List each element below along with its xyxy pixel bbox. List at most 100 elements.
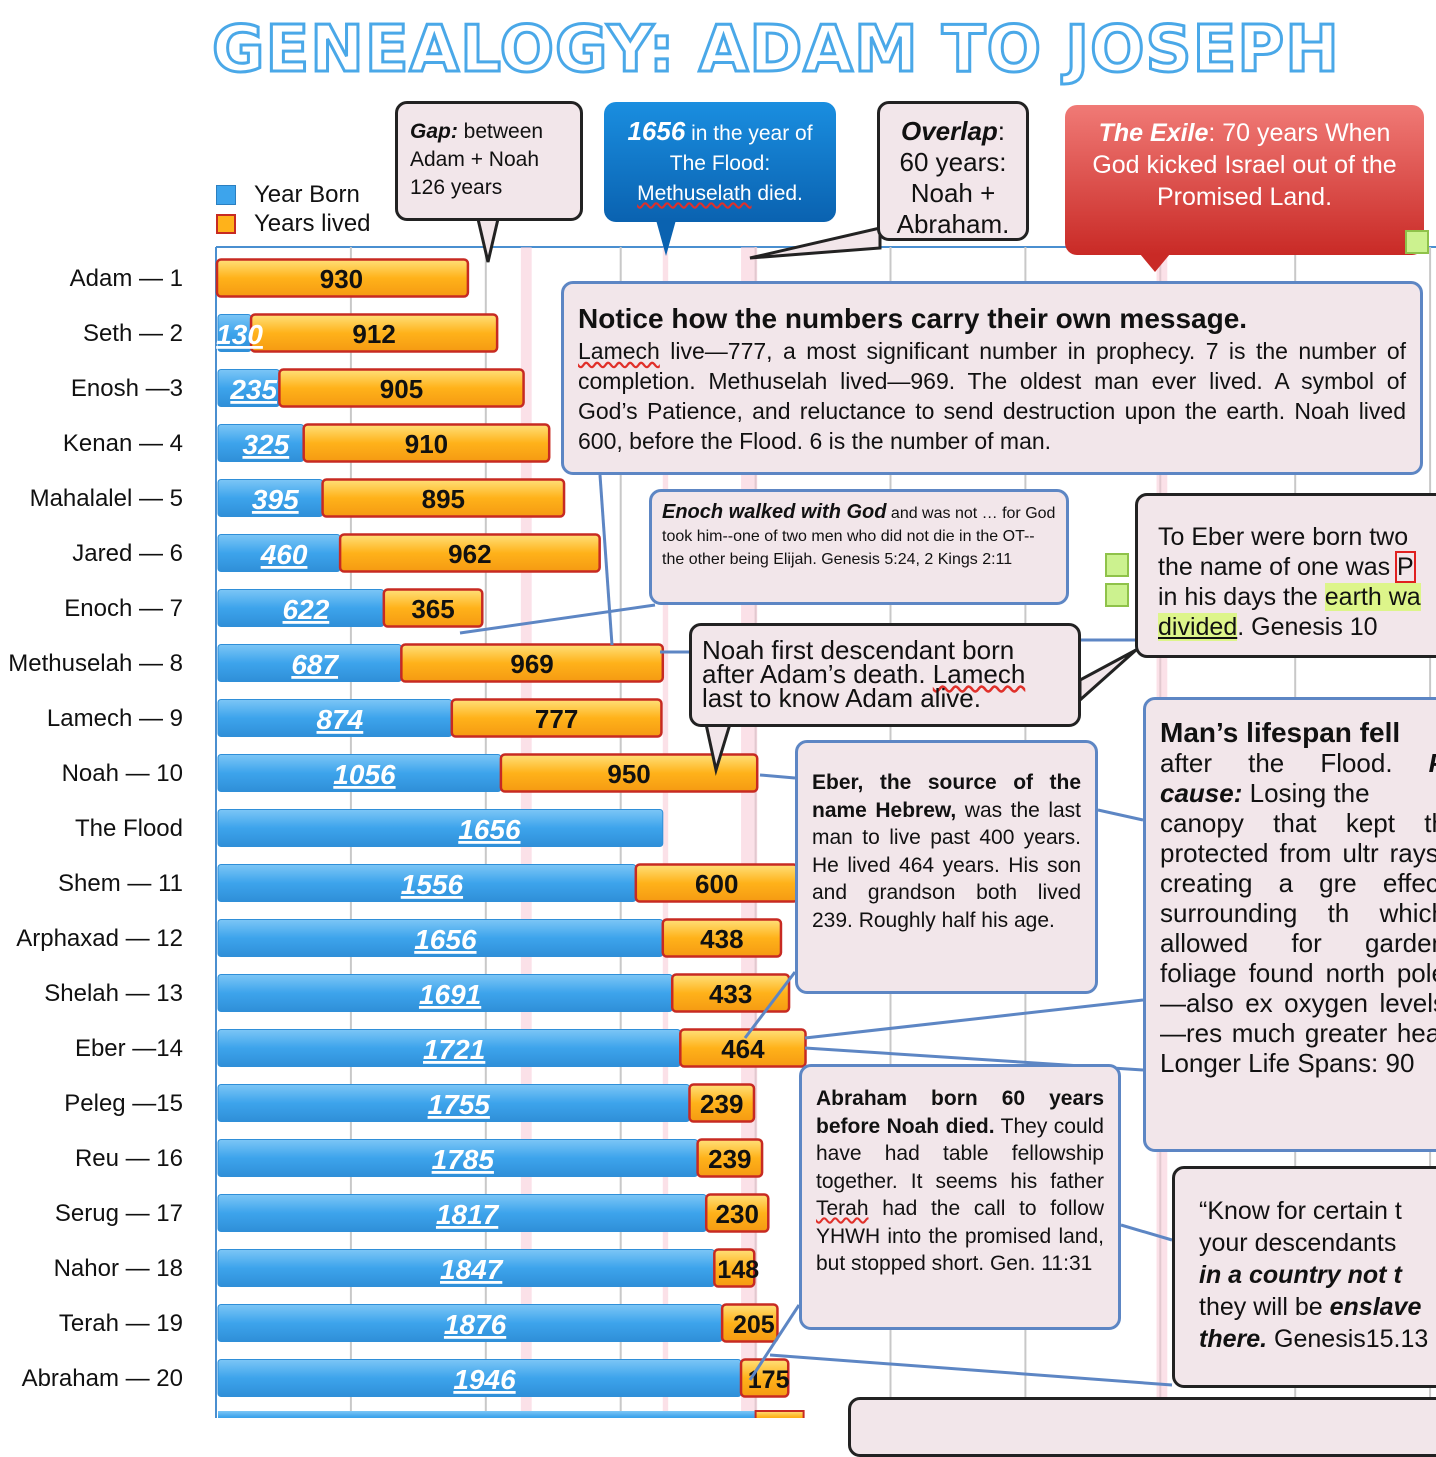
bar-label-years-lived: 912 [352,319,395,349]
eber-sons-line5: . Genesis 10 [1237,613,1378,641]
bar-label-years-lived: 239 [700,1089,743,1119]
bar-label-years-lived: 600 [695,869,738,899]
legend-swatch-year-born [216,184,236,205]
bar-label-years-lived: 962 [448,539,491,569]
bar-label-year-born: 1721 [423,1034,485,1065]
flood-callout-line1: in the year of The Flood: [669,122,813,175]
numbers-message-body: live—777, a most significant number in p… [578,338,1406,454]
know-line5: Genesis15.13 [1267,1325,1429,1353]
enoch-callout-text: and was not … for God took him--one of t… [662,505,1056,568]
lifespan-rest: canopy that kept th protected from ultr … [1160,808,1436,1078]
row-label: Serug — 17 [55,1200,183,1227]
lifespan-line3: Losing the [1242,778,1370,808]
know-line4b: enslave [1329,1293,1422,1321]
bar-label-years-lived: 175 [748,1366,790,1394]
eber-callout: Eber, the source of the name Hebrew, was… [795,740,1098,994]
bar-label-year-born: 130 [216,319,263,350]
selection-handle[interactable] [1105,583,1129,607]
eber-sons-line3b: earth wa [1324,583,1421,611]
bar-label-year-born: 325 [242,429,289,460]
flood-callout: 1656 in the year of The Flood: Methusela… [604,102,836,222]
know-line5b: there. [1199,1325,1268,1353]
exile-callout: The Exile: 70 years When God kicked Isra… [1065,105,1424,255]
bar-label-years-lived: 950 [607,759,650,789]
eber-sons-line2: the name of one was [1158,553,1398,581]
legend-item-year-born: Year Born [216,180,371,209]
gap-callout-bold: Gap: [410,120,458,143]
row-label: The Flood [75,815,183,842]
eber-sons-line2b: P [1395,551,1416,583]
bar-label-year-born: 1817 [436,1199,500,1230]
bar-years-lived [249,313,499,353]
bar-label-year-born: 1876 [444,1309,507,1340]
row-label: Lamech — 9 [47,705,183,732]
noah-callout: Noah first descendant born after Adam’s … [689,623,1081,727]
eber-callout-text: was the last man to live past 400 years.… [812,798,1081,932]
row-label: Shem — 11 [58,870,183,897]
bar-years-lived [661,918,783,958]
bar-years-lived [696,1138,764,1178]
row-label: Mahalalel — 5 [30,485,183,512]
numbers-message-callout: Notice how the numbers carry their own m… [561,281,1423,475]
bar-year-born [217,809,664,847]
know-line4: they will be [1199,1293,1330,1321]
bar-label-year-born: 235 [229,374,277,405]
enoch-callout: Enoch walked with God and was not … for … [649,489,1069,605]
exile-callout-text: : 70 years When God kicked Israel out of… [1092,119,1397,211]
bar-label-years-lived: 777 [535,704,578,734]
row-label: Jared — 6 [72,540,183,567]
bar-years-lived [720,1303,779,1343]
know-line1: “Know for certain t [1199,1197,1402,1225]
row-label: Noah — 10 [62,760,183,787]
bar-label-year-born: 395 [252,484,299,515]
row-label: Terah — 19 [59,1310,183,1337]
bar-label-years-lived: 895 [422,484,465,514]
row-label: Methuselah — 8 [8,650,183,677]
lifespan-callout: Man’s lifespan fell after the Flood. P c… [1143,697,1436,1152]
noah-callout-text1: Noah first descendant born after Adam’s … [702,635,1015,689]
bar-label-year-born: 1755 [428,1089,491,1120]
know-line3: in a country not t [1199,1261,1402,1289]
flood-callout-name: Methuselath [637,182,752,205]
bar-label-years-lived: 910 [405,429,448,459]
flood-callout-line2: died. [751,182,803,205]
bar-label-year-born: 1656 [458,814,521,845]
selection-handle[interactable] [1105,553,1129,577]
row-label: Reu — 16 [75,1145,183,1172]
bar-label-year-born: 1847 [440,1254,504,1285]
bar-label-years-lived: 969 [510,649,553,679]
row-label: Peleg —15 [64,1090,183,1117]
bar-label-years-lived: 433 [709,979,752,1009]
noah-callout-text2: last to know Adam alive. [702,683,981,713]
bar-label-years-lived: 365 [411,594,454,624]
bars-layer [215,258,807,1418]
row-label: Seth — 2 [83,320,183,347]
bar-label-years-lived: 464 [721,1034,765,1064]
flood-callout-pointer [656,220,676,256]
bar-label-year-born: 1656 [414,924,477,955]
eber-sons-line4: divided [1158,613,1238,641]
abraham-callout: Abraham born 60 years before Noah died. … [799,1064,1121,1330]
exile-callout-bold: The Exile [1098,119,1209,147]
row-label: Enosh —3 [71,375,183,402]
legend-label-year-born: Year Born [254,180,360,208]
gap-callout-text: between Adam + Noah 126 years [410,120,544,199]
bar-label-year-born: 687 [291,649,339,680]
page-title: GENEALOGY: ADAM TO JOSEPH [211,13,1341,87]
overlap-callout-bold: Overlap [900,116,998,146]
bar-years-lived [670,973,791,1013]
selection-handle[interactable] [1405,230,1429,254]
bar-years-lived [499,753,759,793]
bar-years-lived [450,698,663,738]
bar-label-years-lived: 205 [733,1311,775,1339]
noah-callout-name: Lamech [932,659,1026,689]
bar-years-lived [688,1083,756,1123]
bar-label-years-lived: 930 [320,264,363,294]
bar-label-year-born: 1556 [401,869,464,900]
bar-label-year-born: 1785 [432,1144,495,1175]
row-label: Shelah — 13 [44,980,183,1007]
flood-callout-year: 1656 [627,116,686,146]
legend: Year Born Years lived [216,180,371,238]
flood-band [662,247,669,1418]
lifespan-line2b: P [1429,748,1436,778]
